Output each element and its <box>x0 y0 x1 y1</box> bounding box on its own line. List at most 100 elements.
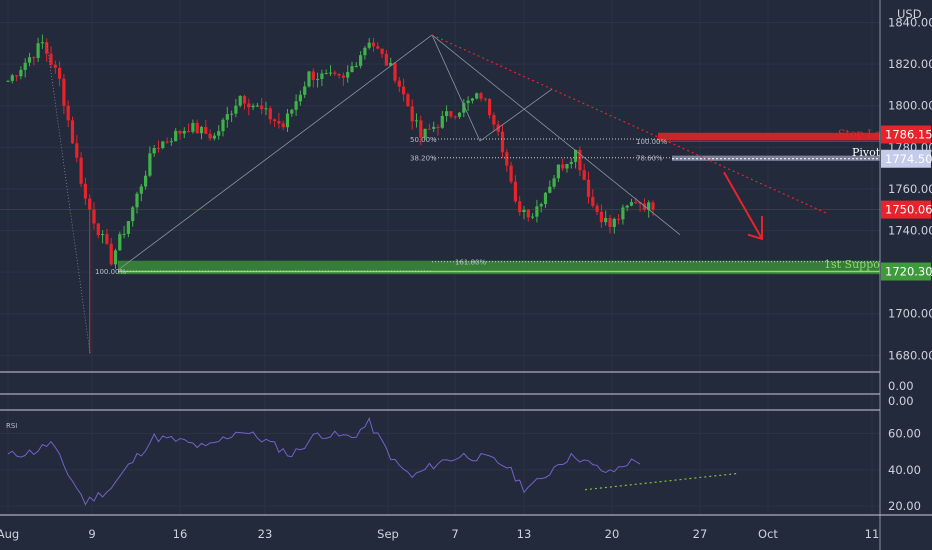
date-tick-label: 13 <box>517 527 532 541</box>
candle-body <box>212 135 216 139</box>
fib-100-right-label: 100.00% <box>636 138 667 146</box>
candle-body <box>255 105 259 107</box>
price-tag[interactable] <box>881 200 931 219</box>
date-tick-label: Oct <box>758 527 778 541</box>
price-tag-label: 1774.50 <box>885 152 932 166</box>
candle-body <box>384 53 388 66</box>
price-tick-label: 1800.00 <box>888 99 932 113</box>
candle-body <box>380 48 384 54</box>
wedge-swing-line <box>431 34 553 142</box>
candle-body <box>582 170 586 180</box>
fib-50-label: 50.00% <box>410 136 437 144</box>
date-tick-label: 11 <box>865 527 880 541</box>
forecast-arrow <box>723 171 763 240</box>
candle-body <box>470 98 474 101</box>
candle-body <box>402 86 406 95</box>
candle-body <box>462 103 466 113</box>
candle-body <box>144 175 148 187</box>
candle-body <box>187 130 191 132</box>
date-tick-label: 9 <box>88 527 95 541</box>
candle-body <box>139 186 143 194</box>
candle-body <box>247 103 251 108</box>
price-tag[interactable] <box>881 149 931 168</box>
candle-body <box>268 108 272 120</box>
candle-body <box>251 105 255 108</box>
price-tag[interactable] <box>881 125 931 144</box>
candle-body <box>642 203 646 210</box>
candle-body <box>217 131 221 136</box>
candle-body <box>281 123 285 128</box>
candle-body <box>414 120 419 122</box>
candle-body <box>169 141 173 143</box>
candle-body <box>453 116 457 118</box>
rsi-line <box>7 417 641 506</box>
candle-body <box>419 120 423 138</box>
candle-body <box>359 55 363 66</box>
chart-grid <box>0 21 880 507</box>
candle-body <box>346 72 350 78</box>
candle-body <box>350 66 354 73</box>
candle-body <box>135 193 139 208</box>
candle-body <box>629 202 634 206</box>
candle-body <box>617 218 621 220</box>
candle-body <box>500 131 505 153</box>
candle-body <box>569 161 573 164</box>
candle-body <box>264 108 268 110</box>
candle-body <box>285 113 290 128</box>
candle-body <box>66 105 70 121</box>
candle-body <box>126 221 130 234</box>
candle-body <box>552 178 556 187</box>
candle-body <box>397 80 401 87</box>
fib-100-left-label: 100.00% <box>95 268 126 276</box>
fib-1618-label: 161.80% <box>455 259 486 267</box>
candle-body <box>131 207 135 222</box>
candle-body <box>526 209 530 218</box>
rsi-label: RSI <box>6 422 17 430</box>
candle-body <box>556 164 560 179</box>
candle-body <box>440 115 444 128</box>
candle-body <box>23 62 27 70</box>
rsi-tick-label: 20.00 <box>888 499 921 513</box>
candle-body <box>466 100 470 104</box>
candle-body <box>449 111 453 117</box>
candle-body <box>53 64 57 68</box>
price-tick-label: 1820.00 <box>888 57 932 71</box>
candle-body <box>298 94 302 102</box>
candle-body <box>101 234 105 236</box>
candle-body <box>238 95 242 106</box>
candle-body <box>457 112 462 117</box>
candle-body <box>307 71 311 87</box>
price-tick-label: 1700.00 <box>888 307 932 321</box>
pivot-zone <box>672 155 880 161</box>
candle-body <box>363 47 367 56</box>
candle-body <box>445 111 449 116</box>
candle-body <box>19 69 23 77</box>
candle-body <box>311 71 315 80</box>
candle-body <box>522 209 526 213</box>
candle-body <box>591 196 595 206</box>
date-tick-label: 23 <box>258 527 273 541</box>
candle-body <box>612 218 616 227</box>
candle-body <box>178 130 182 134</box>
candle-body <box>320 73 324 79</box>
candle-body <box>152 147 156 154</box>
candle-body <box>393 62 397 81</box>
candle-body <box>58 67 62 79</box>
candle-body <box>436 126 440 128</box>
currency-label: USD <box>897 7 922 21</box>
trend-swing-line <box>117 34 433 271</box>
candle-body <box>277 121 281 124</box>
candle-body <box>389 62 393 66</box>
fib-786-label: 78.60% <box>636 155 663 163</box>
fib-382-label: 38.20% <box>410 155 437 163</box>
candle-body <box>109 243 113 265</box>
candle-body <box>230 113 234 115</box>
candle-body <box>535 206 539 217</box>
price-tag[interactable] <box>881 262 931 281</box>
candle-body <box>651 202 655 210</box>
candle-body <box>165 141 169 143</box>
candle-body <box>40 42 44 44</box>
candle-body <box>475 93 479 99</box>
candle-body <box>191 122 195 132</box>
